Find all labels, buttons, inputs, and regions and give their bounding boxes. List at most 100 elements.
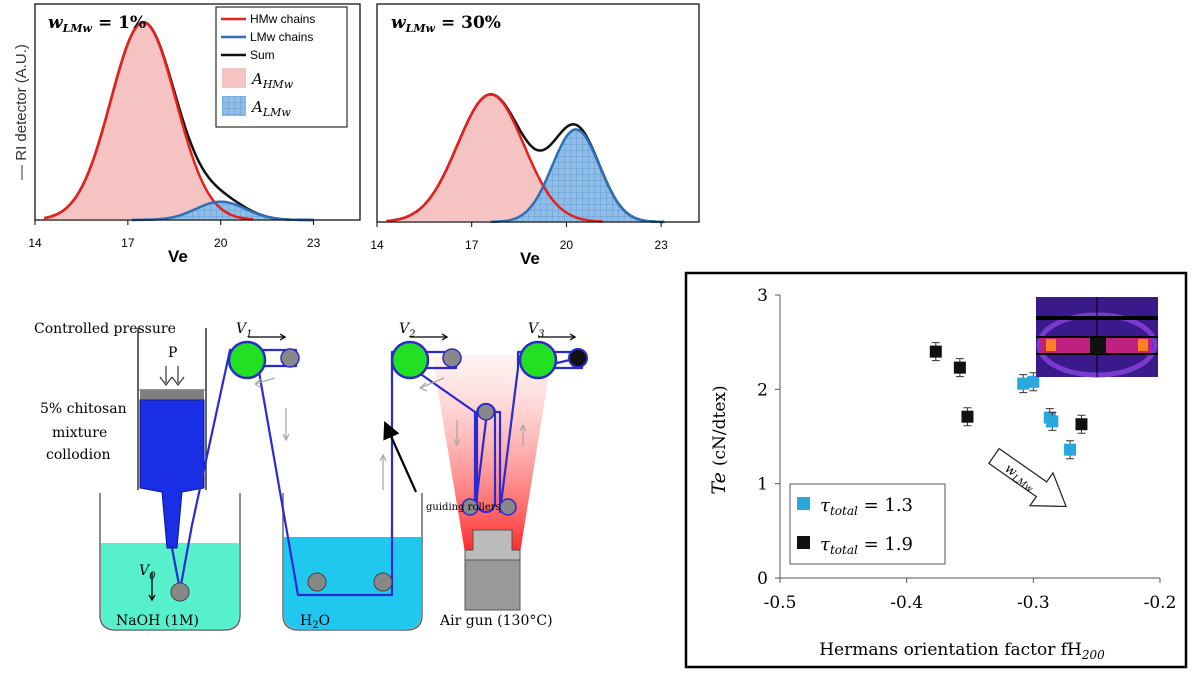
label-v2: V2 <box>399 321 416 340</box>
inset-spot-right <box>1138 339 1148 351</box>
point-tau-1-3 <box>1017 377 1030 390</box>
pressure-arrow-left <box>159 366 173 386</box>
lmw-area-2 <box>490 129 666 222</box>
tenacity-legend: τtotal = 1.3 τtotal = 1.9 <box>789 483 946 565</box>
legend-tau19-swatch <box>797 536 810 549</box>
lmw-curve-1 <box>131 200 315 222</box>
point-tau-1-9 <box>953 361 966 374</box>
x-tick-label: 17 <box>465 238 479 252</box>
hmw-curve-2 <box>386 93 603 223</box>
legend-ahmw-label: AHMw <box>250 70 294 91</box>
y-tick-label: 3 <box>757 286 768 306</box>
legend-almw-label: ALMw <box>250 98 291 119</box>
label-chitosan-2: mixture <box>52 425 107 441</box>
legend-ahmw-swatch <box>222 68 246 88</box>
syringe-top <box>138 328 206 332</box>
x-tick-label: 23 <box>307 236 321 250</box>
naoh-bath-wall <box>99 493 241 631</box>
gpc-2-title: wLMw = 30% <box>391 13 501 35</box>
pressure-arrow-right <box>171 366 185 386</box>
hmw-area-2 <box>386 94 604 222</box>
gpc-1-x-label: Ve <box>168 247 188 266</box>
point-tau-1-9 <box>1075 418 1088 431</box>
roller-v2-green <box>390 340 430 380</box>
legend-tau13-swatch <box>797 497 810 510</box>
hmw-curve-1 <box>44 21 254 221</box>
label-v1: V1 <box>236 321 253 340</box>
saxs-inset <box>1036 297 1158 378</box>
gpc-1-title: wLMw = 1% <box>48 13 146 35</box>
air-gun-body <box>464 559 521 611</box>
label-chitosan-1: 5% chitosan <box>40 401 127 417</box>
collector-bobbin <box>568 348 588 368</box>
legend-sum-label: Sum <box>250 48 275 62</box>
roller-v1-green <box>227 340 267 380</box>
guiding-rollers-pointer <box>383 420 418 493</box>
x-tick-label: -0.2 <box>1144 593 1177 613</box>
wlmw-arrow-shape <box>988 447 1067 508</box>
roller-guiding-top <box>477 403 495 421</box>
roller-water-left <box>307 572 327 592</box>
speed-arrows <box>148 333 577 602</box>
lmw-curve-2 <box>490 128 665 224</box>
inset-spot-left <box>1046 339 1056 351</box>
gpc-legend: HMw chains LMw chains Sum AHMw ALMw <box>215 6 348 128</box>
gpc-2-x-label: Ve <box>520 249 540 268</box>
water-bath-liquid <box>284 537 421 629</box>
roller-guiding-right <box>499 498 517 516</box>
roller-guiding-left <box>461 498 479 516</box>
tenacity-y-label: Te(cN/dtex) <box>708 385 730 494</box>
x-tick-label: 17 <box>121 236 135 250</box>
tenacity-x-label: Hermans orientation factor fH200 <box>819 640 1105 662</box>
point-tau-1-3 <box>1027 375 1040 388</box>
gpc-y-axis-label: — RI detector (A.U.) <box>13 44 30 180</box>
point-tau-1-3 <box>1064 443 1077 456</box>
x-tick-label: 14 <box>28 236 42 250</box>
label-v3: V3 <box>528 321 545 340</box>
y-tick-label: 1 <box>757 475 768 495</box>
water-bath-wall <box>282 493 423 631</box>
legend-tau19-label: τtotal = 1.9 <box>820 534 913 557</box>
syringe-dope <box>139 399 205 549</box>
x-tick-label: 23 <box>654 238 668 252</box>
tenacity-ticks: -0.5 -0.4 -0.3 -0.2 0 1 2 3 <box>757 286 1176 613</box>
inset-beamstop <box>1090 338 1106 354</box>
y-tick-label: 2 <box>757 380 768 400</box>
label-pressure-p: P <box>168 345 177 361</box>
label-controlled-pressure: Controlled pressure <box>34 321 176 337</box>
label-v0: V0 <box>139 563 156 582</box>
label-chitosan-3: collodion <box>46 447 111 463</box>
tenacity-legend-box <box>789 483 946 565</box>
roller-v2-idle <box>442 348 462 368</box>
roller-water-right <box>373 572 393 592</box>
x-tick-label: -0.5 <box>764 593 797 613</box>
legend-almw-swatch <box>222 96 246 116</box>
legend-lmw-label: LMw chains <box>250 30 313 44</box>
y-tick-label: 0 <box>757 569 768 589</box>
spinning-diagram: Controlled pressure P 5% chitosan mixtur… <box>34 321 588 631</box>
legend-tau13-label: τtotal = 1.3 <box>820 495 913 518</box>
gpc-panel-1: 14 17 20 23 wLMw = 1% Ve — RI detector (A.U… <box>13 3 361 266</box>
point-tau-1-9 <box>929 345 942 358</box>
label-guiding-rollers: guiding rollers <box>426 502 501 513</box>
x-tick-label: 14 <box>370 238 384 252</box>
x-tick-label: -0.4 <box>890 593 923 613</box>
point-tau-1-9 <box>961 410 974 423</box>
gpc-panel-2: 14 17 20 23 wLMw = 30% Ve <box>370 3 700 268</box>
point-tau-1-3 <box>1046 415 1059 428</box>
x-tick-label: 20 <box>214 236 228 250</box>
label-water: H2O <box>300 613 330 631</box>
gpc-1-x-ticks: 14 17 20 23 <box>28 220 321 250</box>
roller-v3-green <box>518 340 558 380</box>
motion-arrows <box>254 377 527 490</box>
syringe-plunger-body <box>140 390 204 400</box>
roller-naoh-bath <box>170 582 190 602</box>
label-naoh: NaOH (1M) <box>116 613 199 629</box>
hmw-area-1 <box>44 22 254 220</box>
roller-v1-idle <box>280 348 300 368</box>
label-air-gun: Air gun (130°C) <box>439 613 553 629</box>
gpc-2-x-ticks: 14 17 20 23 <box>370 222 668 252</box>
hot-air-cone <box>432 355 552 553</box>
